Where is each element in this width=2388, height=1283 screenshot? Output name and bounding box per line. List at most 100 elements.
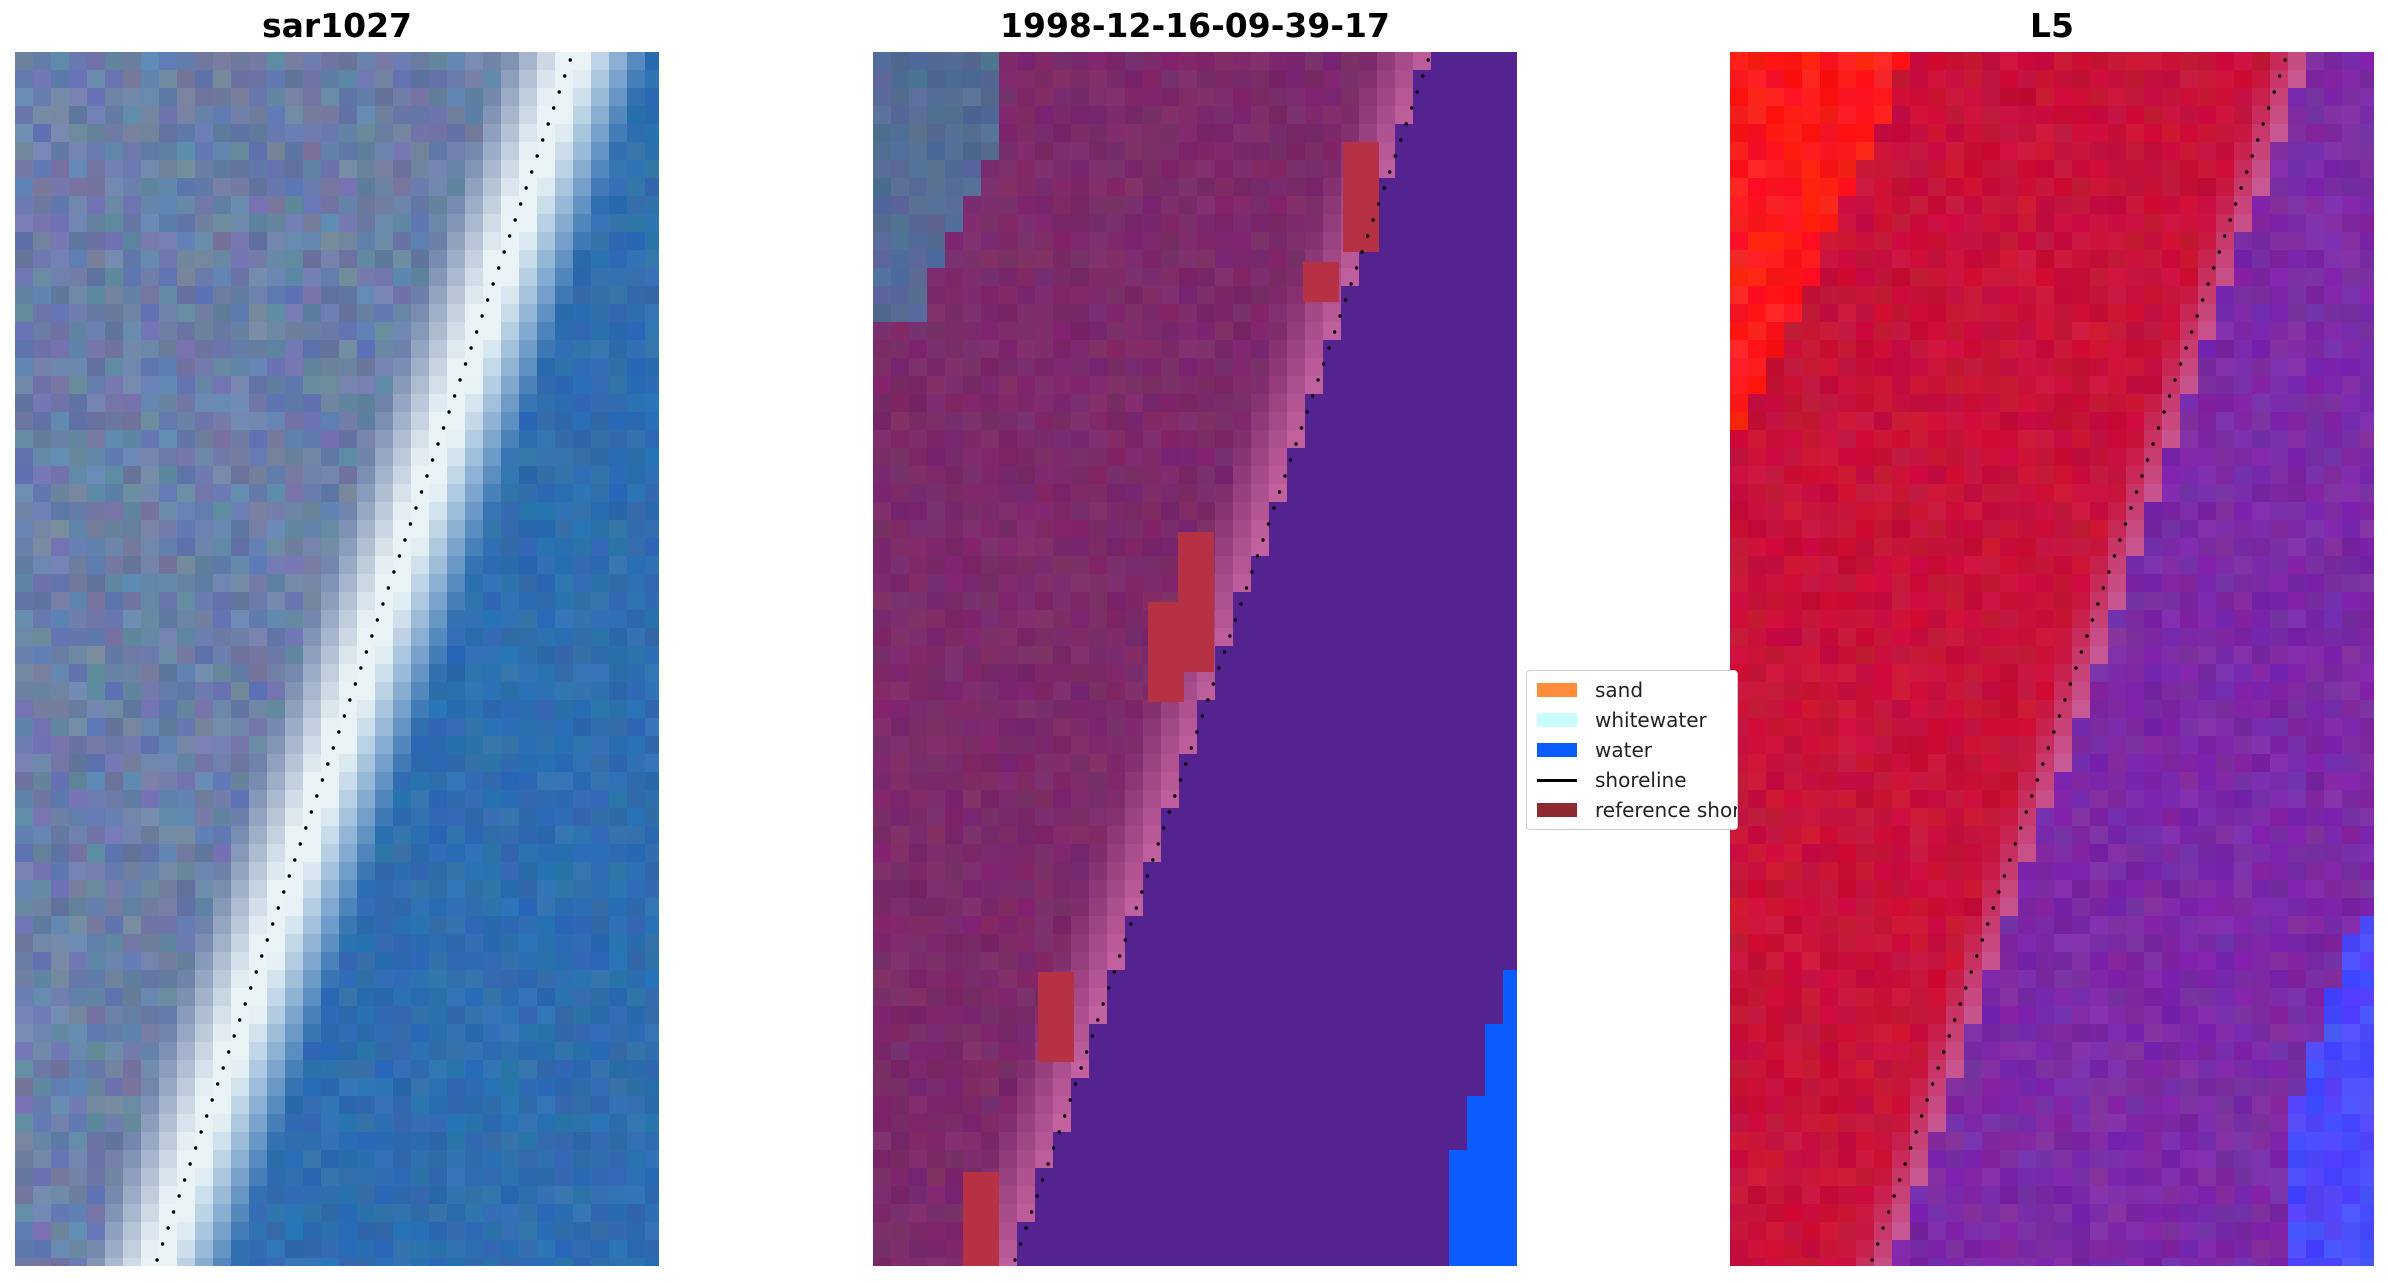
class-cell xyxy=(891,718,909,736)
image-cell xyxy=(285,700,303,718)
image-cell xyxy=(321,286,339,304)
image-cell xyxy=(483,628,501,646)
image-cell xyxy=(519,106,537,124)
image-cell xyxy=(501,340,519,358)
unclassified-cell xyxy=(909,52,927,70)
class-cell xyxy=(1287,862,1305,880)
image-cell xyxy=(573,808,591,826)
class-cell xyxy=(1467,862,1485,880)
unclassified-cell xyxy=(891,70,909,88)
class-cell xyxy=(1179,1258,1197,1266)
image-cell xyxy=(33,934,51,952)
class-cell xyxy=(1071,862,1089,880)
class-cell xyxy=(909,1132,927,1150)
class-cell xyxy=(1143,718,1161,736)
class-cell xyxy=(909,1186,927,1204)
image-cell xyxy=(591,916,609,934)
class-cell xyxy=(1107,1060,1125,1078)
image-cell xyxy=(393,574,411,592)
image-cell xyxy=(177,196,195,214)
image-cell xyxy=(357,1078,375,1096)
image-cell xyxy=(627,1168,645,1186)
class-cell xyxy=(1143,142,1161,160)
image-cell xyxy=(105,916,123,934)
class-cell xyxy=(1359,1024,1377,1042)
image-cell xyxy=(555,430,573,448)
class-cell xyxy=(1359,394,1377,412)
image-cell xyxy=(105,70,123,88)
image-cell xyxy=(87,898,105,916)
image-cell xyxy=(375,466,393,484)
image-cell xyxy=(555,538,573,556)
class-cell xyxy=(1305,898,1323,916)
class-cell xyxy=(1107,862,1125,880)
class-cell xyxy=(1503,988,1517,1006)
class-cell xyxy=(1485,466,1503,484)
class-cell xyxy=(927,754,945,772)
class-cell xyxy=(1161,916,1179,934)
class-cell xyxy=(1161,448,1179,466)
image-cell xyxy=(249,88,267,106)
image-cell xyxy=(591,178,609,196)
class-cell xyxy=(1197,790,1215,808)
class-cell xyxy=(1431,52,1449,70)
class-cell xyxy=(1395,610,1413,628)
image-cell xyxy=(123,448,141,466)
class-cell xyxy=(1107,448,1125,466)
class-cell xyxy=(1377,106,1395,124)
image-cell xyxy=(141,862,159,880)
image-cell xyxy=(267,1024,285,1042)
class-cell xyxy=(1269,358,1287,376)
class-cell xyxy=(1107,1096,1125,1114)
class-cell xyxy=(1305,574,1323,592)
class-cell xyxy=(1107,466,1125,484)
class-cell xyxy=(963,952,981,970)
class-cell xyxy=(1323,232,1341,250)
image-cell xyxy=(195,106,213,124)
image-cell xyxy=(645,1114,659,1132)
image-cell xyxy=(429,754,447,772)
image-cell xyxy=(303,142,321,160)
image-cell xyxy=(303,916,321,934)
image-cell xyxy=(339,160,357,178)
image-cell xyxy=(483,826,501,844)
class-cell xyxy=(1125,862,1143,880)
class-cell xyxy=(927,1024,945,1042)
class-cell xyxy=(1179,340,1197,358)
class-cell xyxy=(1197,826,1215,844)
image-cell xyxy=(591,538,609,556)
class-cell xyxy=(1053,628,1071,646)
image-cell xyxy=(609,322,627,340)
class-cell xyxy=(1251,790,1269,808)
image-cell xyxy=(555,646,573,664)
class-cell xyxy=(1251,160,1269,178)
image-cell xyxy=(159,790,177,808)
class-cell xyxy=(1197,70,1215,88)
image-cell xyxy=(51,736,69,754)
class-cell xyxy=(945,1240,963,1258)
class-cell xyxy=(909,700,927,718)
class-cell xyxy=(1161,358,1179,376)
image-cell xyxy=(249,826,267,844)
image-cell xyxy=(51,394,69,412)
class-cell xyxy=(1125,448,1143,466)
image-cell xyxy=(609,1258,627,1266)
shoreline-point xyxy=(215,1082,220,1086)
class-cell xyxy=(1359,358,1377,376)
image-cell xyxy=(123,520,141,538)
image-cell xyxy=(591,592,609,610)
class-cell xyxy=(1053,268,1071,286)
image-cell xyxy=(411,808,429,826)
image-cell xyxy=(519,754,537,772)
class-cell xyxy=(945,376,963,394)
class-cell xyxy=(1053,880,1071,898)
class-cell xyxy=(909,592,927,610)
image-cell xyxy=(249,124,267,142)
class-cell xyxy=(1179,898,1197,916)
class-cell xyxy=(945,898,963,916)
class-cell xyxy=(1431,1258,1449,1266)
class-cell xyxy=(1161,412,1179,430)
image-cell xyxy=(51,448,69,466)
class-cell xyxy=(1125,88,1143,106)
image-cell xyxy=(627,1042,645,1060)
